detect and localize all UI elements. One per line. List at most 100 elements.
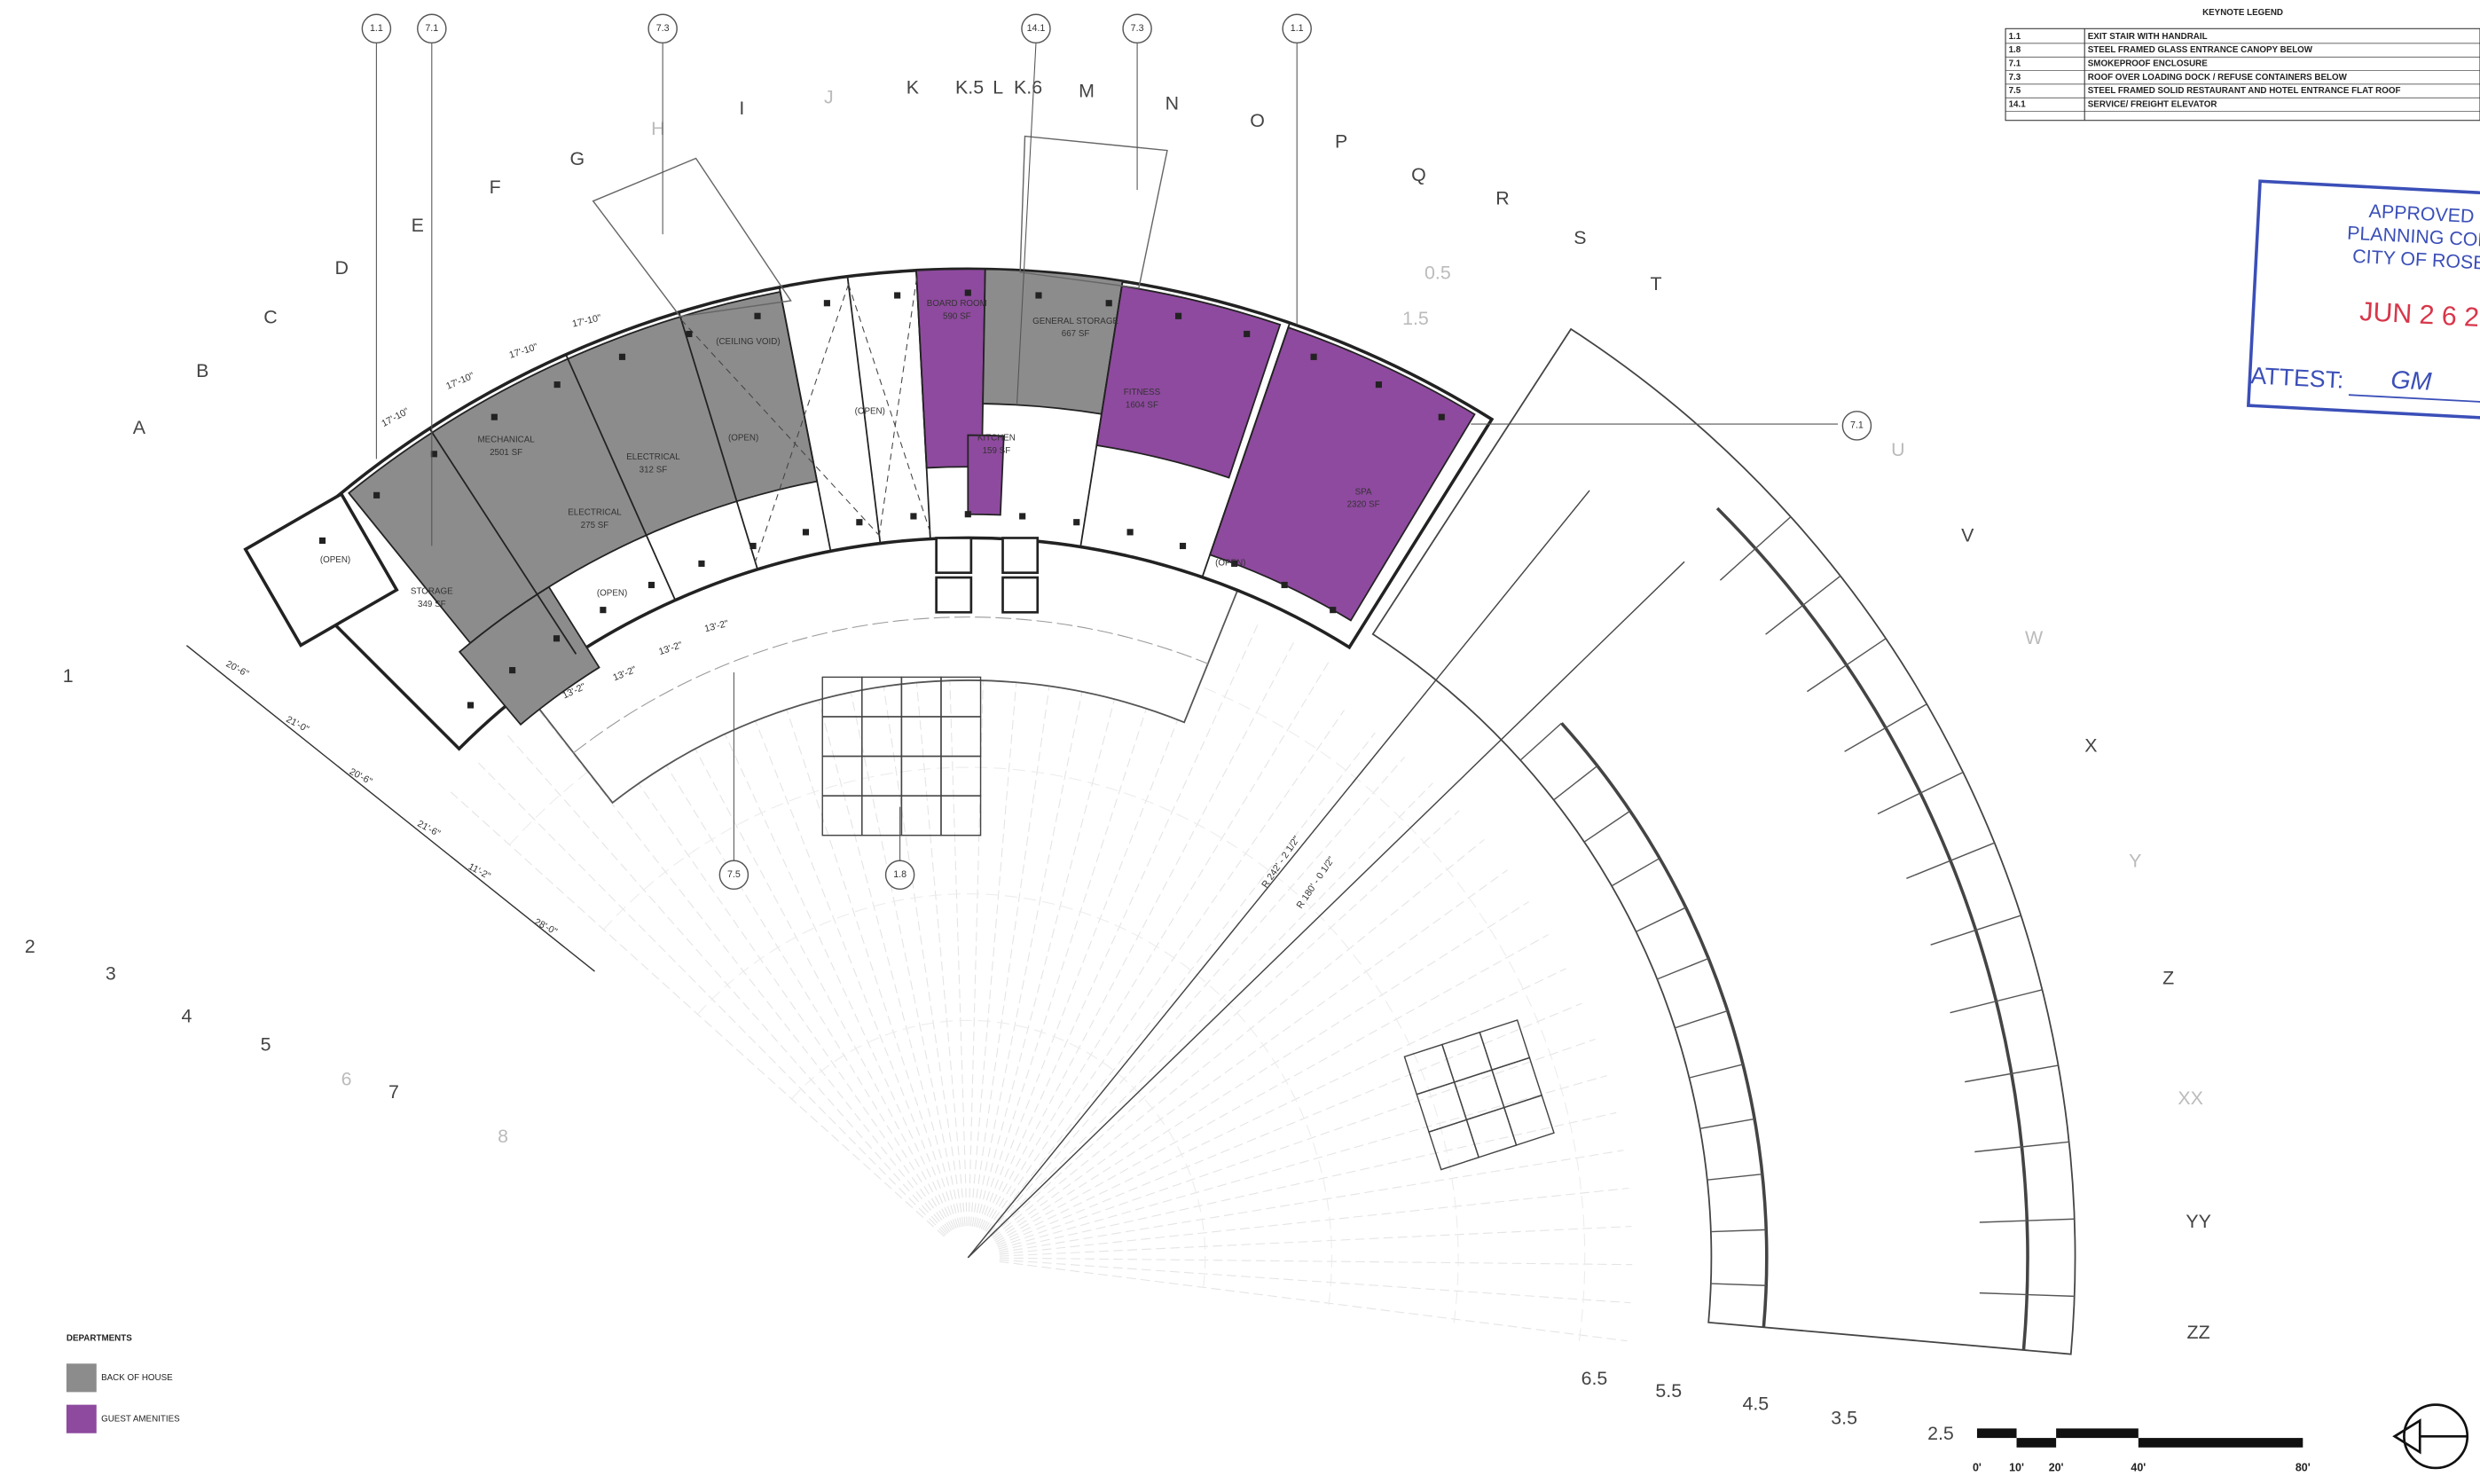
grid-letter: Q [1411,164,1426,185]
wall [565,354,677,601]
grid-letter: K.6 [1014,77,1042,98]
room-name: STORAGE [411,587,453,597]
grid-number: 3.5 [1831,1407,1857,1428]
dimension-line [185,645,595,972]
dashed-diagonal [680,319,880,537]
column [491,413,498,420]
legend-code: 7.1 [2009,59,2021,68]
column [1231,560,1238,567]
room-name: (OPEN) [320,555,350,565]
radial-grid-line [973,575,1106,1227]
radial-grid-line [996,968,1566,1245]
fan-panel [1979,1292,2075,1298]
grid-letter: O [1250,110,1265,131]
department-label: BACK OF HOUSE [101,1373,173,1383]
grid-letter: A [133,417,146,438]
fan-panel [1765,575,1841,635]
legend-text: EXIT STAIR WITH HANDRAIL [2088,32,2208,42]
column [1035,292,1042,299]
legend-text: STEEL FRAMED SOLID RESTAURANT AND HOTEL … [2088,86,2401,96]
column [856,519,863,526]
column [823,300,830,307]
keynote-tag: 1.8 [893,869,906,880]
keynote-legend: KEYNOTE LEGEND 1.1 EXIT STAIR WITH HANDRAI… [2005,8,2480,122]
fan-panel [1807,638,1887,693]
column [1438,413,1445,420]
room-area: 312 SF [640,465,668,475]
radial-grid-line [988,757,1406,1235]
wall [1201,322,1291,577]
roof-outline [1019,135,1168,289]
room-name: (OPEN) [597,588,627,598]
legend-frame [2005,27,2480,122]
grid-letter: K.5 [955,77,984,98]
grid-arc [697,893,1332,1308]
column [1179,542,1187,550]
room-name: ELECTRICAL [626,452,680,462]
radial-grid-line [999,1259,1631,1304]
fan-panel [1950,989,2043,1014]
grid-letter: S [1574,227,1586,248]
legend-text: SERVICE/ FREIGHT ELEVATOR [2088,99,2217,109]
column [467,702,475,709]
keynote-tag: 14.1 [1027,23,1046,34]
legend-text: ROOF OVER LOADING DOCK / REFUSE CONTAINE… [2088,73,2348,82]
wall [915,270,931,539]
radial-grid-line [999,1187,1629,1255]
fan-panel [1965,1064,2059,1083]
stamp-signature: GM [2390,365,2433,396]
legend-code: 14.1 [2009,99,2027,109]
room-area: 1604 SF [1126,400,1158,410]
grid-number: 1.5 [1402,308,1429,329]
fan-panel [1877,771,1964,815]
legend-code: 1.1 [2009,32,2021,42]
tag-bubble [1122,13,1152,44]
tag-bubble [1282,13,1312,44]
fan-panel [1553,765,1598,801]
fan-panel [1906,842,1995,879]
column [754,312,761,319]
scale-label: 40' [2131,1461,2146,1473]
department-area [458,585,600,726]
department-swatch [66,1404,97,1433]
column [618,353,626,360]
grid-number: 4.5 [1742,1393,1769,1414]
column [698,560,705,567]
grid-number: 3 [106,962,116,984]
column [1244,330,1251,338]
grid-letter: YY [2186,1211,2211,1232]
room-name: FITNESS [1124,388,1161,397]
radial-grid-line [993,869,1508,1240]
legend-text: STEEL FRAMED GLASS ENTRANCE CANOPY BELOW [2088,45,2313,55]
legend-code: 1.8 [2009,45,2021,55]
department-swatch [66,1363,97,1393]
room-name: (OPEN) [728,434,758,444]
scale-segment [2138,1438,2303,1448]
column [910,513,917,520]
open-box [243,491,399,648]
radial-grid-line [989,782,1433,1236]
fan-panel [1719,516,1792,581]
radial-grid-line [992,839,1485,1238]
grid-letter: V [1961,524,1974,546]
radial-grid-line [999,1260,1628,1342]
radial-grid-line [971,568,1067,1227]
tag-bubble [884,860,915,891]
column [318,537,326,545]
elevator [1001,576,1040,614]
column [1310,353,1317,360]
grid-letter: W [2025,627,2044,648]
room-name: (OPEN) [1215,559,1245,569]
tag-leader [1016,43,1037,404]
grid-letter: XX [2178,1087,2203,1109]
department-label: GUEST AMENITIES [101,1414,180,1424]
grid-number: 2 [25,936,35,957]
radial-grid-line [998,1075,1607,1250]
keynote-tag: 7.5 [727,869,741,880]
column [430,451,437,458]
keynote-tag: 7.1 [1850,420,1864,431]
room-name: MECHANICAL [477,436,535,445]
